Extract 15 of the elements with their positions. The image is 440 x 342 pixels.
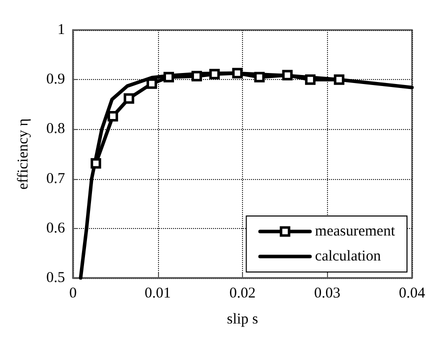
y-tick-label: 1: [58, 22, 65, 38]
x-tick-label: 0.04: [398, 286, 426, 302]
legend-label: calculation: [315, 248, 382, 264]
x-tick-label: 0: [69, 286, 77, 302]
y-tick-label: 0.7: [46, 170, 66, 187]
legend-label: measurement: [315, 224, 396, 240]
y-tick-label: 0.6: [46, 220, 66, 236]
x-tick-label: 0.01: [144, 286, 171, 302]
y-axis-title: efficiency η: [16, 118, 32, 190]
x-tick-label: 0.02: [229, 286, 256, 302]
y-tick-label: 0.5: [46, 270, 65, 286]
y-tick-label: 0.8: [46, 121, 65, 138]
x-axis-title: slip s: [226, 312, 258, 328]
y-tick-label: 0.9: [46, 72, 65, 88]
x-tick-label: 0.03: [314, 286, 340, 302]
